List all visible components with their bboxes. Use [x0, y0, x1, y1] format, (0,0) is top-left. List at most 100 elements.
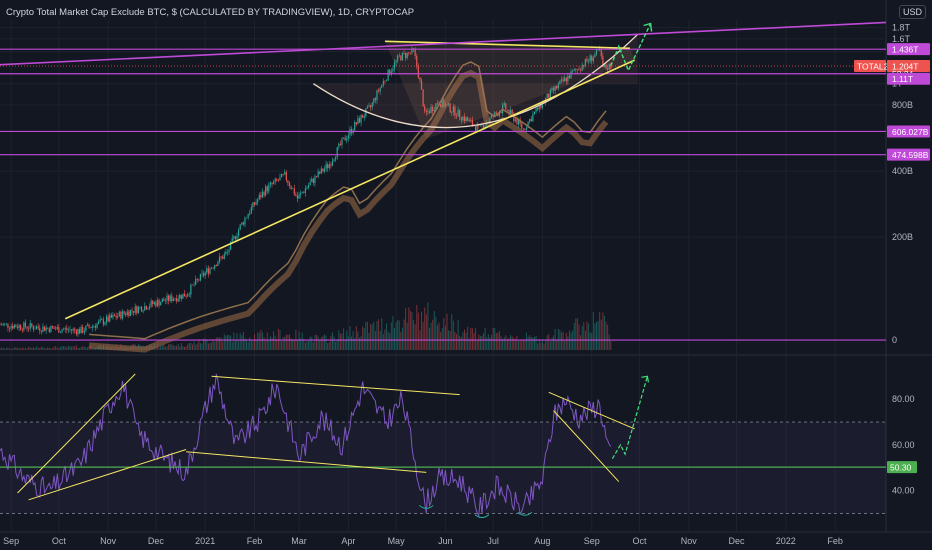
volume-bar [389, 333, 391, 350]
candle-body [101, 319, 103, 320]
volume-bar [610, 341, 612, 350]
volume-bar [241, 335, 243, 350]
candle-body [395, 60, 397, 63]
candle-body [341, 138, 343, 145]
candle-body [164, 300, 167, 302]
volume-bar [266, 332, 268, 350]
volume-bar [365, 321, 367, 350]
volume-bar [371, 324, 373, 350]
volume-bar [26, 348, 28, 350]
volume-bar [354, 338, 356, 350]
volume-bar [339, 333, 341, 350]
candle-body [69, 329, 71, 331]
candle-body [564, 77, 566, 82]
volume-bar [557, 328, 559, 350]
candle-body [591, 55, 593, 62]
candle-body [140, 306, 143, 312]
candle-body [537, 108, 539, 110]
candle-body [390, 71, 392, 75]
volume-bar [421, 311, 423, 350]
candle-body [212, 267, 214, 269]
candle-body [319, 171, 321, 174]
candle-body [376, 90, 378, 101]
volume-bar [322, 335, 324, 350]
volume-bar [2, 347, 4, 350]
candle-body [460, 117, 462, 121]
candle-body [72, 328, 74, 331]
candle-body [191, 284, 194, 286]
candle-body [463, 116, 466, 122]
candle-body [400, 55, 402, 61]
candle-body [592, 57, 594, 62]
candle-body [570, 71, 572, 79]
candle-body [230, 241, 232, 250]
candle-body [39, 327, 41, 331]
candle-body [160, 302, 162, 306]
candle-body [21, 329, 23, 331]
rsi-trendline [548, 391, 635, 430]
volume-bar [289, 334, 291, 350]
candle-body [209, 268, 211, 274]
candle-body [34, 329, 36, 330]
volume-bar [532, 337, 534, 350]
currency-button[interactable]: USD [899, 5, 927, 19]
volume-bar [59, 346, 61, 350]
candle-body [113, 314, 116, 316]
candle-body [370, 105, 372, 108]
candle-body [196, 278, 198, 280]
candle-body [323, 168, 326, 172]
candle-body [24, 322, 27, 327]
volume-bar [209, 342, 211, 350]
volume-bar [483, 333, 485, 350]
volume-bar [193, 341, 195, 350]
volume-bar [378, 319, 380, 350]
candle-body [562, 79, 564, 82]
volume-bar [20, 348, 22, 350]
volume-bar [487, 333, 489, 350]
volume-bar [366, 322, 368, 350]
candle-body [237, 229, 240, 236]
candle-body [180, 294, 182, 299]
candle-body [29, 323, 31, 329]
volume-bar [328, 342, 330, 350]
volume-bar [195, 344, 197, 350]
candle-body [250, 207, 252, 214]
volume-bar [298, 331, 300, 350]
y-tick-label: 400B [892, 166, 913, 176]
candle-body [344, 137, 346, 141]
candle-body [427, 111, 429, 113]
candle-body [214, 265, 216, 269]
volume-bar [184, 346, 186, 350]
candle-body [282, 174, 284, 175]
candle-body [366, 106, 369, 109]
candle-body [300, 192, 302, 195]
candle-body [16, 327, 19, 329]
x-tick-label: Jul [487, 536, 499, 546]
candle-body [522, 128, 524, 129]
volume-bar [64, 346, 66, 350]
volume-bar [521, 340, 523, 350]
rsi-tick-label: 80.00 [892, 394, 915, 404]
candle-body [247, 214, 249, 218]
volume-bar [440, 332, 442, 350]
candle-body [610, 64, 612, 69]
candle-body [4, 323, 6, 325]
candle-body [55, 328, 57, 330]
candle-body [600, 50, 602, 57]
candle-body [63, 329, 65, 330]
volume-bar [10, 348, 12, 350]
candle-body [150, 300, 152, 307]
candle-body [42, 326, 44, 332]
candle-body [482, 124, 485, 129]
volume-bar [588, 323, 590, 350]
volume-bar [284, 336, 286, 350]
candle-body [459, 109, 461, 118]
volume-bar [180, 343, 182, 350]
candle-body [347, 135, 349, 139]
volume-bar [255, 339, 257, 350]
candle-body [432, 107, 434, 112]
rsi-tick-label: 60.00 [892, 440, 915, 450]
volume-bar [16, 348, 18, 350]
candle-body [169, 295, 171, 301]
